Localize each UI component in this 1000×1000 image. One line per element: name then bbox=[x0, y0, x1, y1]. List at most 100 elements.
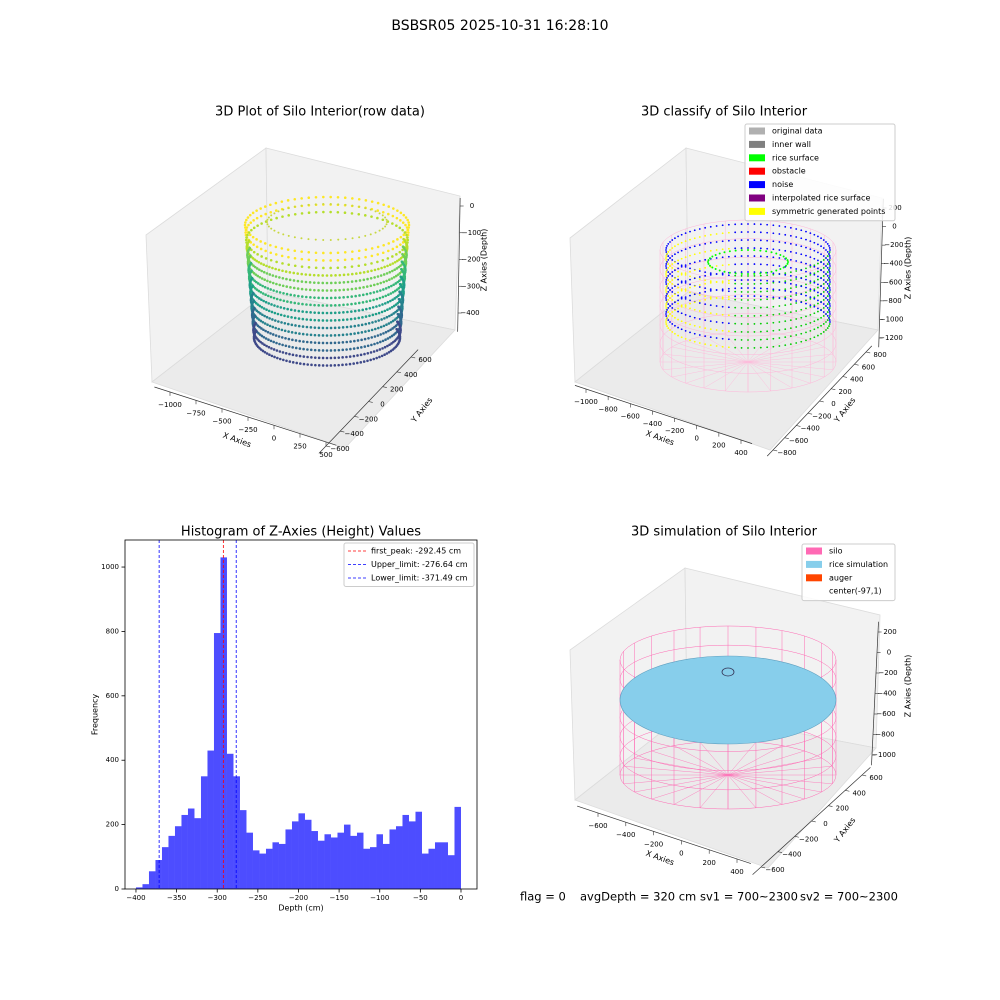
point bbox=[272, 340, 275, 344]
point bbox=[289, 301, 293, 304]
point bbox=[680, 280, 683, 283]
point bbox=[259, 262, 263, 265]
point bbox=[822, 307, 825, 309]
point bbox=[378, 229, 381, 232]
point bbox=[384, 287, 388, 290]
point bbox=[342, 303, 345, 307]
point bbox=[256, 224, 259, 227]
point bbox=[740, 339, 743, 341]
point bbox=[809, 281, 812, 284]
point bbox=[813, 281, 816, 284]
point bbox=[261, 284, 264, 288]
point bbox=[766, 330, 769, 333]
point bbox=[789, 234, 792, 237]
point bbox=[382, 280, 386, 284]
point bbox=[822, 279, 825, 281]
point bbox=[669, 257, 671, 259]
point bbox=[665, 311, 668, 313]
point bbox=[353, 317, 357, 320]
point bbox=[293, 236, 296, 239]
point bbox=[357, 197, 361, 201]
point bbox=[382, 203, 385, 207]
point bbox=[704, 250, 707, 253]
legend-box bbox=[744, 123, 896, 222]
point bbox=[356, 339, 360, 342]
point bbox=[300, 257, 304, 261]
point bbox=[362, 271, 366, 274]
point bbox=[390, 284, 393, 288]
wireframe bbox=[727, 742, 757, 776]
z-tick-label: 200 bbox=[883, 628, 896, 636]
point bbox=[265, 352, 269, 355]
point bbox=[329, 259, 332, 262]
point bbox=[677, 251, 679, 254]
bar bbox=[330, 837, 338, 889]
point bbox=[669, 281, 671, 283]
point bbox=[296, 287, 300, 290]
y-tick bbox=[807, 412, 813, 415]
point bbox=[820, 293, 822, 296]
point bbox=[666, 245, 668, 247]
point bbox=[365, 307, 368, 311]
point bbox=[677, 291, 679, 294]
point bbox=[309, 341, 313, 344]
point bbox=[298, 354, 302, 358]
point bbox=[370, 247, 374, 250]
point bbox=[666, 309, 668, 311]
point bbox=[674, 309, 676, 312]
point bbox=[789, 303, 792, 306]
point bbox=[297, 302, 300, 305]
point bbox=[734, 279, 737, 282]
y-tick bbox=[784, 437, 789, 439]
point bbox=[293, 249, 297, 253]
point bbox=[809, 289, 812, 292]
point bbox=[671, 283, 674, 285]
point bbox=[375, 290, 379, 293]
point bbox=[822, 263, 825, 265]
point bbox=[358, 279, 362, 282]
point bbox=[709, 289, 712, 292]
wireframe bbox=[699, 742, 729, 776]
point bbox=[805, 238, 807, 241]
point bbox=[828, 301, 830, 303]
point bbox=[337, 238, 340, 241]
point bbox=[304, 280, 308, 284]
point bbox=[680, 289, 683, 292]
point bbox=[822, 295, 825, 297]
point bbox=[800, 316, 803, 319]
point bbox=[259, 319, 263, 323]
point bbox=[759, 322, 762, 325]
y-tick-label: −200 bbox=[812, 412, 831, 420]
point bbox=[313, 296, 316, 299]
point bbox=[370, 328, 374, 332]
point bbox=[264, 249, 267, 253]
point bbox=[341, 348, 345, 352]
point bbox=[375, 356, 378, 360]
point bbox=[274, 275, 278, 278]
wireframe bbox=[727, 750, 805, 776]
point bbox=[269, 218, 273, 222]
point bbox=[817, 326, 819, 329]
point bbox=[260, 327, 263, 330]
point bbox=[665, 321, 667, 323]
point bbox=[714, 253, 717, 256]
point bbox=[684, 248, 687, 251]
point bbox=[291, 353, 295, 357]
point bbox=[341, 356, 344, 359]
x-tick-label: 400 bbox=[734, 449, 747, 457]
point bbox=[399, 211, 403, 215]
point bbox=[747, 279, 749, 281]
point bbox=[391, 348, 395, 351]
point bbox=[747, 315, 749, 317]
panes bbox=[145, 147, 883, 869]
point bbox=[309, 318, 313, 322]
legend-label: silo bbox=[829, 547, 843, 556]
point bbox=[665, 281, 667, 283]
point bbox=[709, 281, 712, 284]
point bbox=[307, 258, 311, 262]
point bbox=[813, 296, 816, 299]
point bbox=[379, 333, 383, 336]
point bbox=[360, 331, 364, 334]
point bbox=[321, 304, 325, 307]
point bbox=[302, 347, 305, 351]
